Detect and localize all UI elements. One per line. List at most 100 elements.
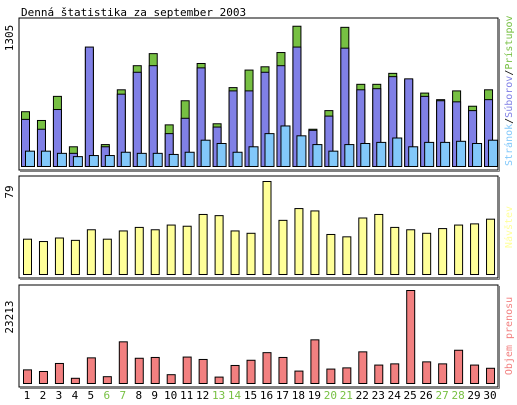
bar-objem-day-29: [470, 364, 480, 385]
bar-navstev-day-30: [486, 218, 496, 275]
bar-navstev-day-13: [214, 215, 224, 275]
bar-navstev-day-26: [422, 232, 432, 275]
x-tick-label-day-7: 7: [119, 389, 126, 402]
bar-objem-day-19: [310, 339, 320, 384]
x-tick-label-day-26: 26: [420, 389, 433, 402]
bar-stranok-day-20: [328, 150, 339, 167]
x-tick-label-day-18: 18: [292, 389, 305, 402]
bar-stranok-day-17: [280, 125, 291, 167]
bar-objem-day-23: [374, 364, 384, 385]
x-tick-label-day-24: 24: [388, 389, 402, 402]
series-label-panel-2: Návštev: [503, 206, 515, 248]
chart-title: Denná štatistika za september 2003: [21, 6, 246, 19]
x-tick-label-day-12: 12: [196, 389, 209, 402]
bar-objem-day-6: [102, 376, 112, 384]
bar-stranok-day-24: [392, 137, 403, 168]
bar-stranok-day-23: [376, 141, 387, 167]
bar-stranok-day-4: [72, 156, 83, 167]
bar-objem-day-4: [70, 377, 80, 385]
legend-panel-1: Stránok/Súborov/Prístupov: [503, 15, 515, 166]
x-tick-label-day-1: 1: [24, 389, 31, 402]
bar-objem-day-21: [342, 367, 352, 384]
bar-navstev-day-28: [454, 224, 464, 275]
x-tick-label-day-28: 28: [451, 389, 464, 402]
bar-navstev-day-25: [406, 229, 416, 275]
bar-suborov-day-5: [84, 46, 94, 167]
bar-objem-day-20: [326, 368, 336, 385]
bar-stranok-day-22: [360, 142, 371, 168]
bar-navstev-day-6: [102, 238, 112, 276]
bar-objem-day-1: [23, 369, 32, 385]
bar-navstev-day-24: [390, 226, 400, 275]
x-tick-label-day-14: 14: [228, 389, 242, 402]
legend-separator: /: [504, 118, 515, 124]
bar-navstev-day-21: [342, 236, 352, 276]
bar-stranok-day-19: [312, 144, 323, 167]
bar-suborov-day-8: [132, 71, 142, 167]
bar-stranok-day-1: [25, 150, 35, 167]
bar-objem-day-30: [486, 367, 496, 385]
bar-objem-day-27: [438, 363, 448, 384]
bar-stranok-day-12: [200, 139, 211, 168]
bar-objem-day-9: [150, 356, 160, 384]
bar-stranok-day-27: [440, 141, 451, 167]
bar-navstev-day-20: [326, 233, 336, 276]
bar-stranok-day-14: [232, 151, 243, 168]
bar-navstev-day-15: [246, 232, 256, 275]
x-tick-label-day-9: 9: [151, 389, 158, 402]
x-tick-label-day-6: 6: [104, 389, 111, 402]
bar-objem-day-10: [166, 374, 176, 385]
x-tick-label-day-27: 27: [435, 389, 448, 402]
bar-suborov-day-9: [148, 65, 158, 167]
panel-frame-2: [18, 175, 499, 279]
bar-stranok-day-29: [472, 142, 483, 168]
x-tick-label-day-3: 3: [56, 389, 63, 402]
legend-item-3: Prístupov: [503, 15, 515, 69]
bar-objem-day-17: [278, 356, 288, 384]
bar-stranok-day-15: [248, 146, 259, 168]
bar-navstev-day-29: [470, 223, 480, 275]
bar-stranok-day-9: [152, 152, 163, 167]
x-tick-label-day-25: 25: [404, 389, 417, 402]
bar-stranok-day-6: [104, 155, 115, 167]
bar-objem-day-22: [358, 351, 368, 385]
x-tick-label-day-23: 23: [372, 389, 385, 402]
bar-navstev-day-11: [182, 225, 192, 275]
bar-stranok-day-3: [56, 152, 67, 167]
x-tick-label-day-13: 13: [212, 389, 225, 402]
bar-stranok-day-21: [344, 144, 355, 167]
bar-objem-day-5: [86, 357, 96, 384]
bar-navstev-day-23: [374, 213, 384, 275]
bar-navstev-day-2: [38, 241, 48, 276]
x-tick-label-day-5: 5: [88, 389, 95, 402]
bar-stranok-day-26: [424, 141, 435, 167]
bar-stranok-day-2: [40, 150, 51, 167]
x-tick-label-day-4: 4: [72, 389, 79, 402]
bar-objem-day-8: [134, 357, 144, 384]
bar-navstev-day-9: [150, 229, 160, 275]
x-tick-label-day-29: 29: [467, 389, 480, 402]
x-tick-label-day-21: 21: [340, 389, 353, 402]
x-tick-label-day-20: 20: [324, 389, 337, 402]
legend-item-2: Súborov: [503, 76, 515, 118]
bar-objem-day-28: [454, 349, 464, 384]
x-tick-label-day-19: 19: [308, 389, 321, 402]
bar-stranok-day-25: [408, 146, 419, 168]
x-tick-label-day-10: 10: [164, 389, 177, 402]
bar-stranok-day-11: [184, 151, 195, 168]
bar-navstev-day-1: [23, 238, 32, 276]
y-max-label-panel-2: 79: [3, 185, 16, 198]
bar-objem-day-18: [294, 370, 304, 384]
bar-stranok-day-10: [168, 153, 179, 168]
bar-objem-day-11: [182, 356, 192, 385]
bar-stranok-day-16: [264, 133, 275, 167]
bar-objem-day-3: [54, 362, 64, 384]
bar-objem-day-25: [406, 290, 416, 384]
x-tick-label-day-15: 15: [244, 389, 257, 402]
bar-objem-day-24: [390, 363, 400, 384]
bar-navstev-day-27: [438, 228, 448, 275]
x-tick-label-day-16: 16: [260, 389, 273, 402]
panel-frame-3: [18, 284, 499, 388]
bar-objem-day-13: [214, 376, 224, 385]
